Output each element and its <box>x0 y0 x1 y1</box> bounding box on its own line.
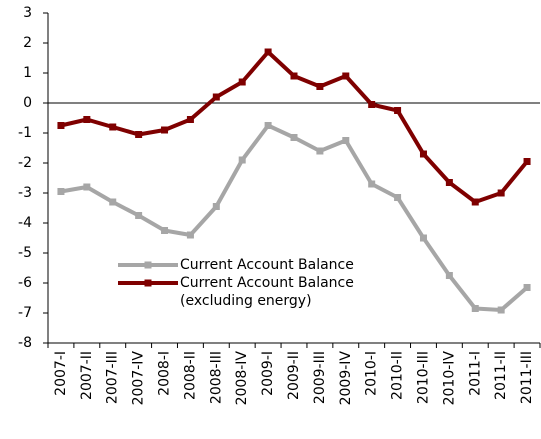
point <box>57 122 65 129</box>
point <box>368 180 376 188</box>
x-tick-label: 2010-III <box>415 351 431 404</box>
legend-label: Current Account Balance (excluding energ… <box>180 275 354 309</box>
x-tick-label: 2009-II <box>286 351 302 400</box>
point <box>419 234 427 242</box>
y-tick-label: -8 <box>18 335 32 351</box>
point <box>471 198 479 206</box>
y-tick-label: -6 <box>18 275 32 291</box>
legend-label: Current Account Balance <box>180 257 354 273</box>
point <box>264 122 272 129</box>
point <box>186 116 194 123</box>
y-tick-label: -7 <box>18 305 32 321</box>
point <box>83 116 91 123</box>
x-tick-label: 2008-I <box>157 351 173 396</box>
x-tick-label: 2009-III <box>312 351 328 404</box>
x-tick-label: 2010-IV <box>441 351 457 406</box>
point <box>342 72 350 80</box>
x-tick-label: 2008-II <box>182 351 198 400</box>
point <box>368 101 376 108</box>
point <box>186 231 194 239</box>
point <box>212 203 220 210</box>
point <box>238 156 246 164</box>
x-tick-label: 2008-IV <box>234 351 250 406</box>
y-tick-label: -2 <box>18 155 32 171</box>
point <box>445 272 453 279</box>
y-tick-label: -5 <box>18 245 32 261</box>
point <box>57 188 65 195</box>
y-tick-label: 2 <box>23 35 32 51</box>
x-tick-label: 2007-II <box>79 351 95 400</box>
legend-key <box>118 261 178 269</box>
point <box>238 78 246 86</box>
point <box>471 305 479 312</box>
point <box>316 83 324 90</box>
y-tick-label: -4 <box>18 215 32 231</box>
point <box>394 194 402 201</box>
point <box>497 306 505 314</box>
point <box>212 93 220 101</box>
legend-item: Current Account Balance <box>118 256 395 274</box>
legend-key <box>118 279 178 287</box>
x-tick-label: 2008-III <box>208 351 224 404</box>
point <box>342 137 350 144</box>
point <box>83 183 91 191</box>
y-tick-label: -1 <box>18 125 32 141</box>
point <box>135 131 143 138</box>
point <box>394 107 402 114</box>
point <box>497 189 505 197</box>
point <box>135 212 143 219</box>
x-tick-label: 2011-III <box>519 351 535 404</box>
point <box>290 72 298 80</box>
y-tick-label: -3 <box>18 185 32 201</box>
point <box>316 147 324 155</box>
x-tick-label: 2010-I <box>364 351 380 396</box>
legend-item: Current Account Balance (excluding energ… <box>118 274 395 310</box>
point <box>109 198 117 206</box>
x-tick-label: 2011-II <box>493 351 509 400</box>
x-tick-label: 2007-IV <box>131 351 147 406</box>
x-tick-label: 2011-I <box>467 351 483 396</box>
point <box>523 158 531 165</box>
legend-marker <box>144 279 152 287</box>
point <box>109 123 117 131</box>
legend-marker <box>144 261 152 269</box>
point <box>290 134 298 141</box>
y-tick-label: 0 <box>23 95 32 111</box>
x-tick-label: 2009-I <box>260 351 276 396</box>
point <box>161 126 169 134</box>
point <box>445 179 453 186</box>
point <box>161 227 169 234</box>
point <box>419 150 427 158</box>
point <box>523 284 531 291</box>
x-tick-label: 2009-IV <box>338 351 354 406</box>
x-tick-label: 2007-III <box>105 351 121 404</box>
x-tick-label: 2007-I <box>53 351 69 396</box>
y-tick-label: 3 <box>23 5 32 21</box>
y-tick-label: 1 <box>23 65 32 81</box>
x-tick-label: 2010-II <box>390 351 406 400</box>
point <box>264 48 272 56</box>
